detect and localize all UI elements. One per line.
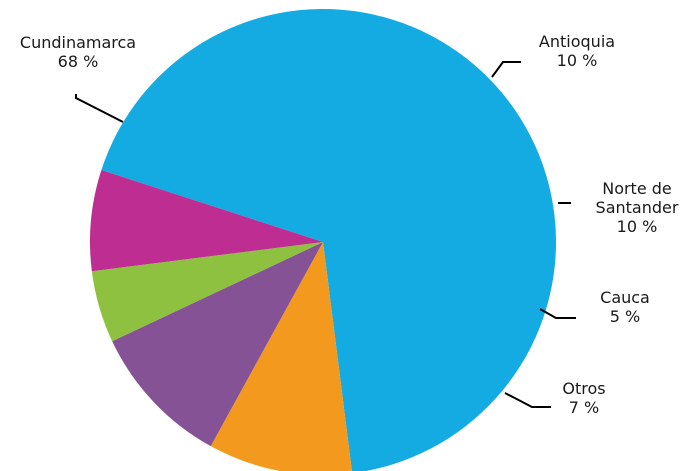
category-label-antioquia: Antioquia [539,32,615,51]
category-label-otros: Otros [562,379,605,398]
value-label-norte-de-santander: 10 % [617,217,658,236]
pie-slice-otros [90,170,323,272]
leader-line-cauca [539,308,576,319]
leader-line-otros [504,392,551,408]
value-label-antioquia: 10 % [557,51,598,70]
pie-slices [90,9,556,471]
category-label-norte-de-santander: Santander [596,198,679,217]
pie-slice-cauca [91,242,323,342]
pie-slice-antioquia [210,242,352,471]
pie-slice-cundinamarca [101,9,556,471]
leader-line-cundinamarca [75,94,124,123]
category-label-cauca: Cauca [600,288,650,307]
value-label-otros: 7 % [569,398,599,417]
category-label-cundinamarca: Cundinamarca [20,33,136,52]
value-label-cauca: 5 % [610,307,640,326]
category-label-norte-de-santander: Norte de [602,179,672,198]
pie-slice-norte-de-santander [112,242,324,447]
leader-lines [75,61,576,408]
leader-line-antioquia [491,61,521,78]
value-label-cundinamarca: 68 % [58,52,99,71]
